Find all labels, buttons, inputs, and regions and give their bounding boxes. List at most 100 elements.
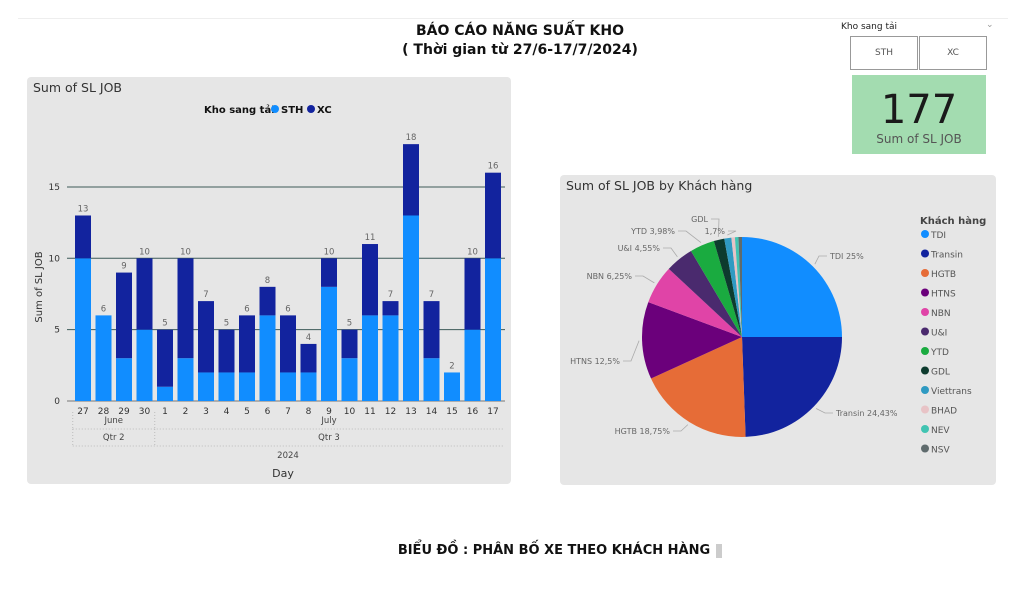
bar-sth <box>321 286 337 401</box>
bar-xc <box>423 301 440 359</box>
legend-item-bhad: BHAD <box>931 407 957 417</box>
bar-sth <box>157 386 173 401</box>
bar-xc <box>136 258 153 330</box>
bar-total-label: 7 <box>388 290 393 300</box>
pie-data-label: YTD 3,98% <box>630 227 675 236</box>
kpi-value: 177 <box>880 87 958 133</box>
x-tick-label: 8 <box>306 407 312 417</box>
x-tick-label: 12 <box>385 407 396 417</box>
x-tick-label: 9 <box>326 407 332 417</box>
bar-total-label: 11 <box>365 233 376 243</box>
legend-item-transin: Transin <box>930 251 963 261</box>
legend-marker <box>921 249 929 258</box>
bar-total-label: 5 <box>347 319 352 329</box>
pie-data-label: TDI 25% <box>829 252 864 261</box>
y-tick-label: 0 <box>54 397 60 407</box>
slicer-option-sth[interactable]: STH <box>850 36 918 70</box>
bar-xc <box>382 301 399 316</box>
bar-xc <box>218 329 235 373</box>
kpi-label: Sum of SL JOB <box>876 132 962 146</box>
chevron-down-icon[interactable]: ⌄ <box>986 20 994 30</box>
pie-slice-ui <box>668 250 742 337</box>
bar-total-label: 10 <box>324 247 335 257</box>
legend-sth[interactable]: STH <box>281 105 303 116</box>
x-quarters-label: Qtr 3 <box>318 433 340 443</box>
bar-xc <box>321 258 337 287</box>
bar-xc <box>157 329 173 387</box>
bar-sth <box>403 215 419 401</box>
pie-data-label: HGTB 18,75% <box>615 427 671 436</box>
x-months-label: June <box>103 416 123 426</box>
x-quarters-label: Qtr 2 <box>103 433 125 443</box>
pie-data-label: HTNS 12,5% <box>570 357 620 366</box>
bar-sth <box>300 372 317 401</box>
pie-leader-line <box>814 255 827 265</box>
x-tick-label: 4 <box>224 407 230 417</box>
bar-sth <box>136 329 153 401</box>
pie-slice-transin <box>742 337 842 437</box>
legend-xc[interactable]: XC <box>317 105 332 116</box>
legend-marker <box>921 327 929 336</box>
bar-sth <box>362 315 378 401</box>
pie-chart-panel[interactable]: Sum of SL JOB by Khách hàng Khách hàng T… <box>560 175 996 485</box>
pie-slice-gdl <box>713 238 742 337</box>
pie-data-label: Transin 24,43% <box>835 409 898 418</box>
footer-caption: BIỂU ĐỒ : PHÂN BỐ XE THEO KHÁCH HÀNG <box>350 543 770 558</box>
y-tick-label: 5 <box>54 326 60 336</box>
bar-sth <box>95 315 112 401</box>
bar-xc <box>485 172 501 259</box>
bar-xc <box>198 301 214 373</box>
legend-item-ytd: YTD <box>930 348 949 358</box>
x-tick-label: 15 <box>446 407 457 417</box>
bar-total-label: 6 <box>244 304 249 314</box>
pie-slice-hgtb <box>651 337 746 437</box>
bar-sth <box>239 372 255 401</box>
report-title-line1: BÁO CÁO NĂNG SUẤT KHO <box>416 23 624 39</box>
legend-title: Kho sang tải <box>204 104 275 116</box>
x-tick-label: 28 <box>98 407 110 417</box>
x-tick-label: 7 <box>285 407 291 417</box>
footer-marker <box>716 543 723 558</box>
bar-xc <box>239 315 255 373</box>
legend-marker <box>921 269 929 277</box>
pie-leader-line <box>673 424 689 432</box>
x-tick-label: 30 <box>139 407 151 417</box>
pie-chart-title: Sum of SL JOB by Khách hàng <box>566 178 753 193</box>
slicer-title: Kho sang tải <box>841 22 897 32</box>
bar-sth <box>382 315 399 401</box>
pie-leader-line <box>635 275 655 284</box>
bar-sth <box>75 258 91 401</box>
bar-chart-panel[interactable]: Sum of SL JOB Kho sang tải STH XC Sum of… <box>27 77 511 484</box>
bar-sth <box>259 315 276 401</box>
legend-item-nbn: NBN <box>931 309 951 319</box>
bar-xc <box>116 272 132 359</box>
x-axis-label: Day <box>272 467 294 480</box>
legend-marker <box>921 366 929 375</box>
bar-total-label: 13 <box>78 204 89 214</box>
y-axis-label: Sum of SL JOB <box>34 251 45 322</box>
legend-marker <box>921 425 929 433</box>
report-title-line2: ( Thời gian từ 27/6-17/7/2024) <box>402 42 638 58</box>
legend-item-viettrans: Viettrans <box>931 387 972 397</box>
kpi-card: 177 Sum of SL JOB <box>852 75 986 154</box>
x-year-label: 2024 <box>277 451 299 461</box>
x-tick-label: 11 <box>364 407 375 417</box>
bar-total-label: 7 <box>429 290 434 300</box>
bar-sth <box>177 358 194 401</box>
bar-sth <box>116 358 132 401</box>
pie-data-label: NBN 6,25% <box>587 272 633 281</box>
slicer-option-xc[interactable]: XC <box>919 36 987 70</box>
bar-total-label: 5 <box>224 319 229 329</box>
x-tick-label: 1 <box>162 407 168 417</box>
bar-sth <box>198 372 214 401</box>
bar-total-label: 10 <box>180 247 191 257</box>
pie-data-label: GDL <box>691 215 708 224</box>
legend-item-nev: NEV <box>931 426 950 436</box>
pie-data-label: 1,7% <box>705 227 726 236</box>
legend-marker <box>921 230 929 238</box>
x-tick-label: 3 <box>203 407 209 417</box>
bar-total-label: 16 <box>488 162 499 172</box>
bar-xc <box>177 258 194 359</box>
pie-slice-nbn <box>648 268 742 337</box>
bar-total-label: 7 <box>203 290 208 300</box>
